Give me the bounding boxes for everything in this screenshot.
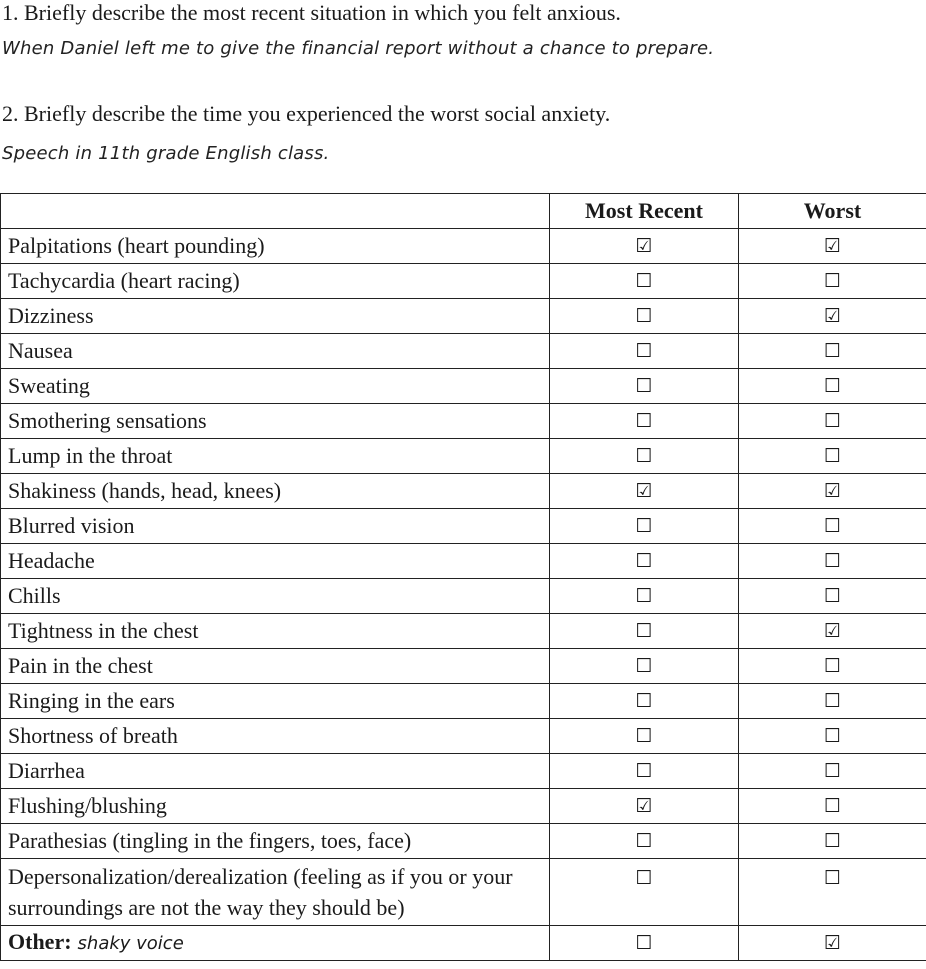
symptom-label: Diarrhea	[0, 753, 550, 789]
symptom-label: Dizziness	[0, 298, 550, 334]
worst-checkbox[interactable]: ☐	[738, 823, 926, 859]
symptom-label: Shortness of breath	[0, 718, 550, 754]
symptom-label: Tachycardia (heart racing)	[0, 263, 550, 299]
header-symptom	[0, 193, 550, 229]
most-recent-checkbox[interactable]: ☐	[549, 648, 739, 684]
symptom-label: Blurred vision	[0, 508, 550, 544]
symptom-label: Palpitations (heart pounding)	[0, 228, 550, 264]
most-recent-checkbox[interactable]: ☐	[549, 823, 739, 859]
most-recent-checkbox[interactable]: ☐	[549, 578, 739, 614]
symptom-label: Depersonalization/derealization (feeling…	[0, 858, 550, 926]
symptom-label: Lump in the throat	[0, 438, 550, 474]
table-row: Dizziness ☐ ☑	[0, 298, 926, 334]
table-row: Chills ☐ ☐	[0, 578, 926, 614]
table-row: Flushing/blushing ☑ ☐	[0, 788, 926, 824]
symptom-label: Headache	[0, 543, 550, 579]
table-row: Ringing in the ears ☐ ☐	[0, 683, 926, 719]
worst-checkbox[interactable]: ☐	[738, 368, 926, 404]
symptom-label: Flushing/blushing	[0, 788, 550, 824]
worst-checkbox[interactable]: ☐	[738, 333, 926, 369]
table-row: Diarrhea ☐ ☐	[0, 753, 926, 789]
most-recent-checkbox[interactable]: ☑	[549, 228, 739, 264]
worst-checkbox[interactable]: ☐	[738, 648, 926, 684]
symptom-label: Sweating	[0, 368, 550, 404]
worst-checkbox[interactable]: ☑	[738, 613, 926, 649]
symptom-label: Smothering sensations	[0, 403, 550, 439]
symptom-label: Nausea	[0, 333, 550, 369]
worst-checkbox[interactable]: ☐	[738, 858, 926, 926]
most-recent-checkbox[interactable]: ☑	[549, 473, 739, 509]
symptom-label: Shakiness (hands, head, knees)	[0, 473, 550, 509]
table-row-other: Other: shaky voice ☐ ☑	[0, 925, 926, 961]
most-recent-checkbox[interactable]: ☐	[549, 925, 739, 961]
table-row: Lump in the throat ☐ ☐	[0, 438, 926, 474]
worst-checkbox[interactable]: ☐	[738, 543, 926, 579]
header-most-recent: Most Recent	[549, 193, 739, 229]
most-recent-checkbox[interactable]: ☐	[549, 613, 739, 649]
most-recent-checkbox[interactable]: ☐	[549, 683, 739, 719]
worst-checkbox[interactable]: ☐	[738, 508, 926, 544]
table-row: Shakiness (hands, head, knees) ☑ ☑	[0, 473, 926, 509]
most-recent-checkbox[interactable]: ☐	[549, 438, 739, 474]
table-row: Parathesias (tingling in the fingers, to…	[0, 823, 926, 859]
question-2-prompt: 2. Briefly describe the time you experie…	[2, 101, 611, 126]
question-2-answer[interactable]: Speech in 11th grade English class.	[2, 143, 330, 164]
worst-checkbox[interactable]: ☑	[738, 228, 926, 264]
table-row: Headache ☐ ☐	[0, 543, 926, 579]
worst-checkbox[interactable]: ☐	[738, 438, 926, 474]
symptom-label: Chills	[0, 578, 550, 614]
most-recent-checkbox[interactable]: ☐	[549, 508, 739, 544]
most-recent-checkbox[interactable]: ☐	[549, 753, 739, 789]
most-recent-checkbox[interactable]: ☐	[549, 403, 739, 439]
other-value[interactable]: shaky voice	[77, 933, 184, 954]
symptom-label: Parathesias (tingling in the fingers, to…	[0, 823, 550, 859]
most-recent-checkbox[interactable]: ☐	[549, 718, 739, 754]
symptom-label: Ringing in the ears	[0, 683, 550, 719]
worst-checkbox[interactable]: ☑	[738, 298, 926, 334]
table-row: Tightness in the chest ☐ ☑	[0, 613, 926, 649]
table-row: Tachycardia (heart racing) ☐ ☐	[0, 263, 926, 299]
table-row: Blurred vision ☐ ☐	[0, 508, 926, 544]
worst-checkbox[interactable]: ☐	[738, 578, 926, 614]
most-recent-checkbox[interactable]: ☐	[549, 858, 739, 926]
table-row: Pain in the chest ☐ ☐	[0, 648, 926, 684]
most-recent-checkbox[interactable]: ☐	[549, 543, 739, 579]
table-row: Smothering sensations ☐ ☐	[0, 403, 926, 439]
most-recent-checkbox[interactable]: ☐	[549, 298, 739, 334]
worst-checkbox[interactable]: ☐	[738, 263, 926, 299]
other-label: Other:	[8, 929, 72, 954]
question-1-answer[interactable]: When Daniel left me to give the financia…	[2, 38, 715, 59]
worst-checkbox[interactable]: ☐	[738, 683, 926, 719]
question-1-prompt: 1. Briefly describe the most recent situ…	[2, 0, 621, 25]
worst-checkbox[interactable]: ☐	[738, 788, 926, 824]
table-header-row: Most Recent Worst	[0, 193, 926, 229]
symptom-label: Tightness in the chest	[0, 613, 550, 649]
symptom-table: Most Recent Worst Palpitations (heart po…	[0, 193, 926, 961]
worst-checkbox[interactable]: ☐	[738, 403, 926, 439]
other-cell: Other: shaky voice	[0, 925, 550, 961]
table-row: Sweating ☐ ☐	[0, 368, 926, 404]
most-recent-checkbox[interactable]: ☑	[549, 788, 739, 824]
header-worst: Worst	[738, 193, 926, 229]
table-row: Palpitations (heart pounding) ☑ ☑	[0, 228, 926, 264]
worst-checkbox[interactable]: ☐	[738, 718, 926, 754]
worst-checkbox[interactable]: ☑	[738, 925, 926, 961]
most-recent-checkbox[interactable]: ☐	[549, 368, 739, 404]
table-row: Depersonalization/derealization (feeling…	[0, 858, 926, 926]
symptom-label: Pain in the chest	[0, 648, 550, 684]
most-recent-checkbox[interactable]: ☐	[549, 333, 739, 369]
worst-checkbox[interactable]: ☑	[738, 473, 926, 509]
worst-checkbox[interactable]: ☐	[738, 753, 926, 789]
table-row: Nausea ☐ ☐	[0, 333, 926, 369]
table-row: Shortness of breath ☐ ☐	[0, 718, 926, 754]
most-recent-checkbox[interactable]: ☐	[549, 263, 739, 299]
